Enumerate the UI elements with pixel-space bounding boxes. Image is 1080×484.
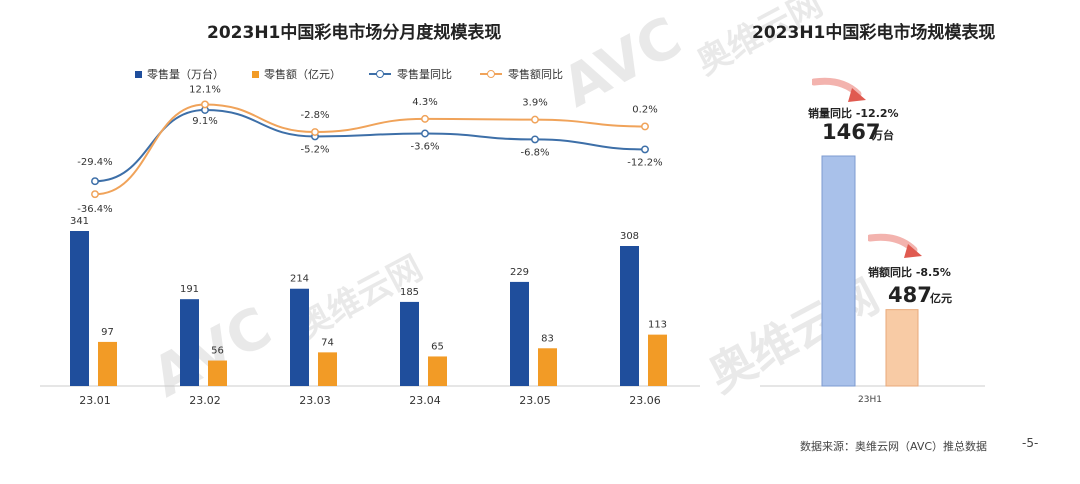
value-yoy-label: 0.2% [632,104,657,115]
bar-volume [70,231,89,386]
legend-line-volume-yoy [369,70,391,78]
value-yoy-point [421,114,429,123]
x-tick-label: 23.05 [519,394,551,407]
volume-yoy-point [421,129,429,138]
volume-yoy-label: -5.2% [300,144,329,155]
legend-label: 零售额同比 [508,68,563,81]
bar-value [98,341,117,386]
volume-yoy-line [94,108,646,183]
legend-label: 零售量同比 [397,68,452,81]
bar-value [208,360,227,386]
bar-value [318,352,337,386]
bar-value [428,356,447,386]
bar-value-label: 65 [431,341,444,352]
legend-item-value-yoy: 零售额同比 [480,66,563,82]
value-yoy-label: 3.9% [522,98,547,109]
volume-yoy-label: 9.1% [192,116,217,127]
bar-value-label: 113 [648,320,667,331]
value-yoy-point [311,128,319,136]
bar-value-label: 56 [211,346,224,357]
bar-volume [510,281,529,386]
page-number: -5- [1022,436,1039,450]
bar-volume [620,246,639,386]
legend-line-value-yoy [480,70,502,78]
volume-yoy-label: -3.6% [410,141,439,152]
value-unit: 亿元 [930,292,952,305]
legend-item-value: 零售额（亿元） [252,66,341,82]
value-yoy-point [641,122,649,131]
bar-value-label: 97 [101,327,114,338]
value-yoy-point [91,190,99,199]
volume-value: 1467 [822,120,881,144]
x-tick-label: 23.03 [299,394,331,407]
bar-value-label: 74 [321,337,334,348]
bar-h1-volume [821,155,856,387]
volume-unit: 万台 [872,129,894,142]
x-tick-label: 23.06 [629,394,661,407]
volume-yoy-point [531,135,539,144]
right-chart-title: 2023H1中国彩电市场规模表现 [752,23,996,43]
value-yoy-point [531,115,539,124]
volume-yoy-label: -6.8% [520,147,549,158]
legend-item-volume: 零售量（万台） [135,66,224,82]
bar-value [648,334,667,386]
bar-volume [180,299,199,386]
bar-value [538,348,557,386]
volume-yoy-label: -29.4% [77,157,112,168]
legend-swatch-volume [135,70,142,78]
x-tick-label: 23.02 [189,394,221,407]
legend-swatch-value [252,70,259,78]
volume-yoy-point [641,145,649,154]
bar-volume-label: 308 [620,231,639,242]
legend-label: 零售额（亿元） [264,68,341,81]
value-yoy-label: 12.1% [189,84,221,95]
x-tick-label: 23.04 [409,394,441,407]
bar-volume [290,288,309,386]
value-yoy-label: 销额同比 -8.5% [868,266,951,279]
value-value: 487 [888,283,932,307]
bar-volume-label: 229 [510,267,529,278]
bar-value-label: 83 [541,333,554,344]
value-yoy-label: -36.4% [77,204,112,215]
bar-volume-label: 214 [290,274,309,285]
bar-volume-label: 341 [70,216,89,227]
volume-yoy-label: 销量同比 -12.2% [808,107,899,120]
volume-yoy-point [91,177,99,186]
chart-legend: 零售量（万台） 零售额（亿元） 零售量同比 零售额同比 [135,66,591,82]
value-yoy-point [201,100,209,109]
value-yoy-label: 4.3% [412,97,437,108]
value-yoy-label: -2.8% [300,110,329,121]
right-x-tick-label: 23H1 [858,395,882,405]
volume-yoy-label: -12.2% [627,157,662,168]
left-chart-title: 2023H1中国彩电市场分月度规模表现 [207,23,502,43]
x-tick-label: 23.01 [79,394,111,407]
bar-h1-value [885,309,919,387]
legend-label: 零售量（万台） [147,68,224,81]
bar-volume-label: 185 [400,287,419,298]
data-source: 数据来源：奥维云网（AVC）推总数据 [800,440,988,453]
bar-volume [400,301,419,386]
legend-item-volume-yoy: 零售量同比 [369,66,452,82]
bar-volume-label: 191 [180,284,199,295]
